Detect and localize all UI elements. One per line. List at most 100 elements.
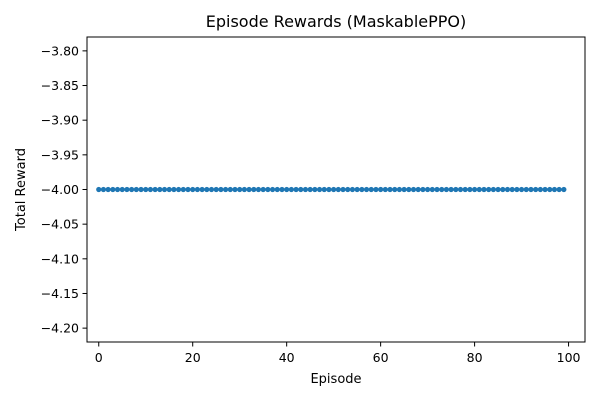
- data-point: [453, 186, 459, 193]
- data-point: [363, 186, 370, 193]
- y-tick-label: −4.00: [41, 182, 79, 197]
- data-point: [190, 186, 196, 193]
- data-point: [152, 186, 158, 193]
- data-point: [119, 186, 125, 193]
- data-point: [185, 186, 191, 193]
- data-point: [147, 186, 154, 193]
- y-tick-label: −3.95: [41, 147, 79, 162]
- data-point: [471, 186, 478, 193]
- data-point: [406, 186, 412, 193]
- data-point: [176, 186, 182, 193]
- data-point: [129, 186, 135, 193]
- x-tick-label: 20: [185, 350, 201, 365]
- data-point: [481, 186, 487, 193]
- y-axis-label: Total Reward: [14, 148, 29, 232]
- data-point: [232, 186, 238, 193]
- data-point: [528, 186, 534, 193]
- data-point: [199, 186, 205, 193]
- data-point: [213, 186, 219, 193]
- data-point: [331, 186, 337, 193]
- data-point: [378, 186, 384, 193]
- data-point: [387, 186, 393, 193]
- data-point: [269, 186, 276, 193]
- data-point: [396, 186, 403, 193]
- chart-title: Episode Rewards (MaskablePPO): [206, 12, 466, 31]
- y-tick-label: −4.20: [41, 321, 79, 336]
- data-point: [537, 186, 543, 193]
- data-point: [533, 186, 539, 193]
- data-point: [241, 186, 247, 193]
- data-point: [509, 186, 515, 193]
- data-point: [439, 186, 445, 193]
- data-point: [110, 186, 116, 193]
- data-point: [354, 186, 360, 193]
- data-point: [208, 186, 215, 193]
- data-point: [166, 186, 172, 193]
- data-point: [382, 186, 388, 193]
- y-tick-label: −3.80: [41, 43, 79, 58]
- data-point: [335, 186, 341, 193]
- data-point: [518, 186, 525, 193]
- data-point: [307, 186, 313, 193]
- data-point: [547, 186, 553, 193]
- data-point: [373, 186, 379, 193]
- data-point: [161, 186, 168, 193]
- data-point: [260, 186, 266, 193]
- data-point: [251, 186, 257, 193]
- data-point: [514, 186, 520, 193]
- data-point: [288, 186, 294, 193]
- data-point: [143, 186, 149, 193]
- data-point: [420, 186, 426, 193]
- data-point: [462, 186, 468, 193]
- x-axis: 0 20 40 60 80 100: [95, 342, 581, 365]
- data-point: [274, 186, 280, 193]
- y-tick-label: −4.15: [41, 286, 79, 301]
- data-point: [279, 186, 285, 193]
- data-point: [204, 186, 210, 193]
- data-point: [551, 186, 558, 193]
- y-tick-label: −4.05: [41, 217, 79, 232]
- data-point: [401, 186, 407, 193]
- data-point: [349, 186, 356, 193]
- data-point: [523, 186, 529, 193]
- data-point: [265, 186, 271, 193]
- data-point: [429, 186, 435, 193]
- data-point: [556, 186, 562, 193]
- data-point: [448, 186, 454, 193]
- data-point: [542, 186, 548, 193]
- data-point: [410, 186, 417, 193]
- data-point: [100, 186, 107, 193]
- data-point: [302, 186, 309, 193]
- data-point: [237, 186, 243, 193]
- y-tick-label: −3.85: [41, 78, 79, 93]
- data-point: [443, 186, 450, 193]
- data-point: [504, 186, 511, 193]
- data-point: [326, 186, 332, 193]
- data-point: [312, 186, 318, 193]
- data-point: [194, 186, 201, 193]
- x-tick-label: 40: [279, 350, 295, 365]
- data-point: [218, 186, 224, 193]
- data-point: [359, 186, 365, 193]
- y-axis: −3.80 −3.85 −3.90 −3.95 −4.00 −4.05 −4.10 −4.15…: [41, 43, 87, 336]
- x-tick-label: 60: [373, 350, 389, 365]
- data-point: [284, 186, 290, 193]
- y-tick-label: −3.90: [41, 113, 79, 128]
- data-point: [255, 186, 262, 193]
- data-point: [171, 186, 177, 193]
- x-tick-label: 100: [557, 350, 581, 365]
- data-point: [486, 186, 492, 193]
- series-total-reward: [96, 186, 567, 193]
- data-point: [345, 186, 351, 193]
- data-point: [133, 186, 139, 193]
- data-point: [222, 186, 229, 193]
- data-point: [368, 186, 374, 193]
- y-tick-label: −4.10: [41, 251, 79, 266]
- data-point: [495, 186, 501, 193]
- data-point: [293, 186, 299, 193]
- data-point: [124, 186, 130, 193]
- data-point: [96, 186, 102, 193]
- data-point: [246, 186, 252, 193]
- x-tick-label: 0: [95, 350, 103, 365]
